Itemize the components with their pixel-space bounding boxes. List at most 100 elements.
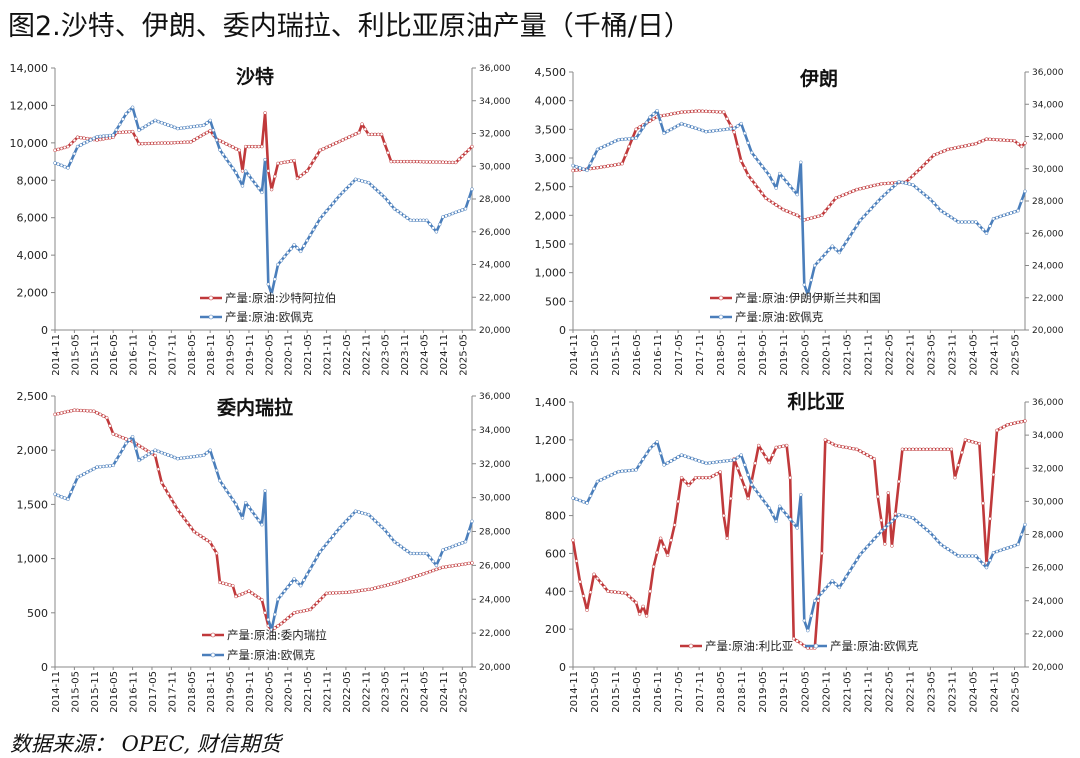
series-point-1 bbox=[431, 559, 435, 564]
series-line-1 bbox=[54, 435, 474, 631]
series-point-0 bbox=[285, 616, 290, 620]
left-tick-label: 800 bbox=[545, 510, 566, 523]
series-point-1 bbox=[282, 589, 287, 593]
series-point-0 bbox=[253, 144, 258, 149]
series-point-0 bbox=[350, 133, 355, 138]
series-point-0 bbox=[707, 109, 712, 114]
series-point-1 bbox=[137, 128, 141, 132]
series-point-1 bbox=[1002, 547, 1006, 551]
series-point-0 bbox=[382, 583, 387, 588]
series-point-1 bbox=[192, 124, 196, 129]
series-point-0 bbox=[289, 613, 293, 618]
series-point-0 bbox=[169, 497, 174, 501]
x-tick-label: 2016-05 bbox=[109, 671, 120, 713]
series-point-1 bbox=[669, 127, 673, 132]
series-point-0 bbox=[399, 579, 403, 584]
series-point-0 bbox=[637, 612, 642, 616]
series-point-1 bbox=[813, 599, 817, 603]
series-point-0 bbox=[298, 174, 303, 178]
series-point-0 bbox=[665, 113, 670, 117]
series-point-1 bbox=[92, 136, 96, 141]
series-point-1 bbox=[66, 497, 70, 502]
series-point-0 bbox=[460, 154, 465, 158]
series-point-0 bbox=[386, 583, 390, 587]
series-point-1 bbox=[676, 123, 680, 128]
series-point-1 bbox=[949, 549, 954, 554]
right-tick-label: 24,000 bbox=[479, 595, 511, 605]
series-point-0 bbox=[392, 581, 397, 586]
series-point-0 bbox=[311, 604, 316, 609]
x-tick-label: 2020-05 bbox=[800, 671, 811, 713]
series-point-0 bbox=[690, 479, 694, 484]
series-point-1 bbox=[974, 220, 978, 224]
series-point-1 bbox=[150, 450, 154, 454]
series-point-1 bbox=[360, 179, 364, 183]
series-point-1 bbox=[218, 148, 222, 152]
series-point-0 bbox=[72, 408, 77, 412]
series-point-0 bbox=[450, 160, 455, 165]
series-point-0 bbox=[602, 164, 607, 169]
series-point-1 bbox=[108, 464, 112, 468]
series-point-0 bbox=[92, 409, 96, 413]
series-point-1 bbox=[405, 216, 410, 220]
series-point-0 bbox=[62, 410, 67, 415]
series-point-0 bbox=[914, 447, 919, 452]
x-tick-label: 2020-11 bbox=[821, 671, 832, 713]
series-point-1 bbox=[1016, 208, 1020, 213]
series-point-1 bbox=[53, 492, 57, 496]
x-tick-label: 2020-11 bbox=[284, 334, 295, 375]
series-point-1 bbox=[124, 112, 128, 116]
series-point-1 bbox=[231, 166, 235, 170]
series-point-0 bbox=[347, 135, 351, 139]
series-point-1 bbox=[932, 201, 936, 205]
series-point-0 bbox=[127, 130, 132, 134]
series-point-0 bbox=[763, 196, 768, 200]
series-point-1 bbox=[756, 159, 761, 164]
series-point-1 bbox=[405, 549, 410, 553]
series-point-0 bbox=[634, 600, 638, 605]
chart-title: 委内瑞拉 bbox=[216, 396, 293, 419]
series-point-1 bbox=[289, 581, 293, 585]
series-point-0 bbox=[412, 159, 416, 164]
series-point-1 bbox=[434, 230, 439, 234]
series-point-1 bbox=[763, 168, 768, 173]
series-point-0 bbox=[700, 475, 705, 480]
series-point-0 bbox=[767, 198, 771, 203]
series-point-1 bbox=[995, 215, 999, 220]
series-point-1 bbox=[799, 493, 803, 497]
series-point-0 bbox=[592, 572, 596, 577]
series-point-0 bbox=[998, 138, 1003, 142]
series-point-1 bbox=[872, 537, 877, 541]
series-point-1 bbox=[679, 121, 684, 126]
series-point-0 bbox=[735, 144, 740, 149]
series-point-1 bbox=[876, 533, 880, 537]
left-tick-label: 400 bbox=[545, 585, 566, 598]
series-point-0 bbox=[1023, 141, 1027, 145]
series-point-0 bbox=[382, 142, 387, 146]
series-point-1 bbox=[939, 208, 943, 213]
left-tick-label: 500 bbox=[27, 607, 48, 620]
series-line-1 bbox=[54, 106, 474, 296]
series-point-1 bbox=[201, 123, 206, 128]
series-point-1 bbox=[402, 213, 406, 218]
series-point-1 bbox=[59, 495, 64, 499]
series-point-1 bbox=[616, 137, 621, 142]
series-point-1 bbox=[169, 454, 174, 458]
series-point-1 bbox=[935, 538, 940, 543]
series-point-1 bbox=[844, 240, 849, 244]
series-point-1 bbox=[942, 211, 947, 215]
series-point-0 bbox=[820, 551, 824, 556]
series-point-1 bbox=[760, 496, 764, 501]
series-point-1 bbox=[686, 124, 691, 128]
series-point-1 bbox=[321, 546, 326, 550]
legend-label: 产量:原油:欧佩克 bbox=[227, 648, 316, 662]
series-point-1 bbox=[114, 128, 119, 132]
series-point-0 bbox=[308, 164, 313, 168]
series-point-0 bbox=[721, 513, 726, 518]
series-point-0 bbox=[763, 455, 768, 459]
x-tick-label: 2015-11 bbox=[90, 334, 101, 375]
right-tick-label: 24,000 bbox=[1032, 262, 1064, 272]
series-point-1 bbox=[214, 138, 219, 142]
series-point-1 bbox=[460, 541, 465, 545]
series-point-1 bbox=[454, 543, 458, 548]
